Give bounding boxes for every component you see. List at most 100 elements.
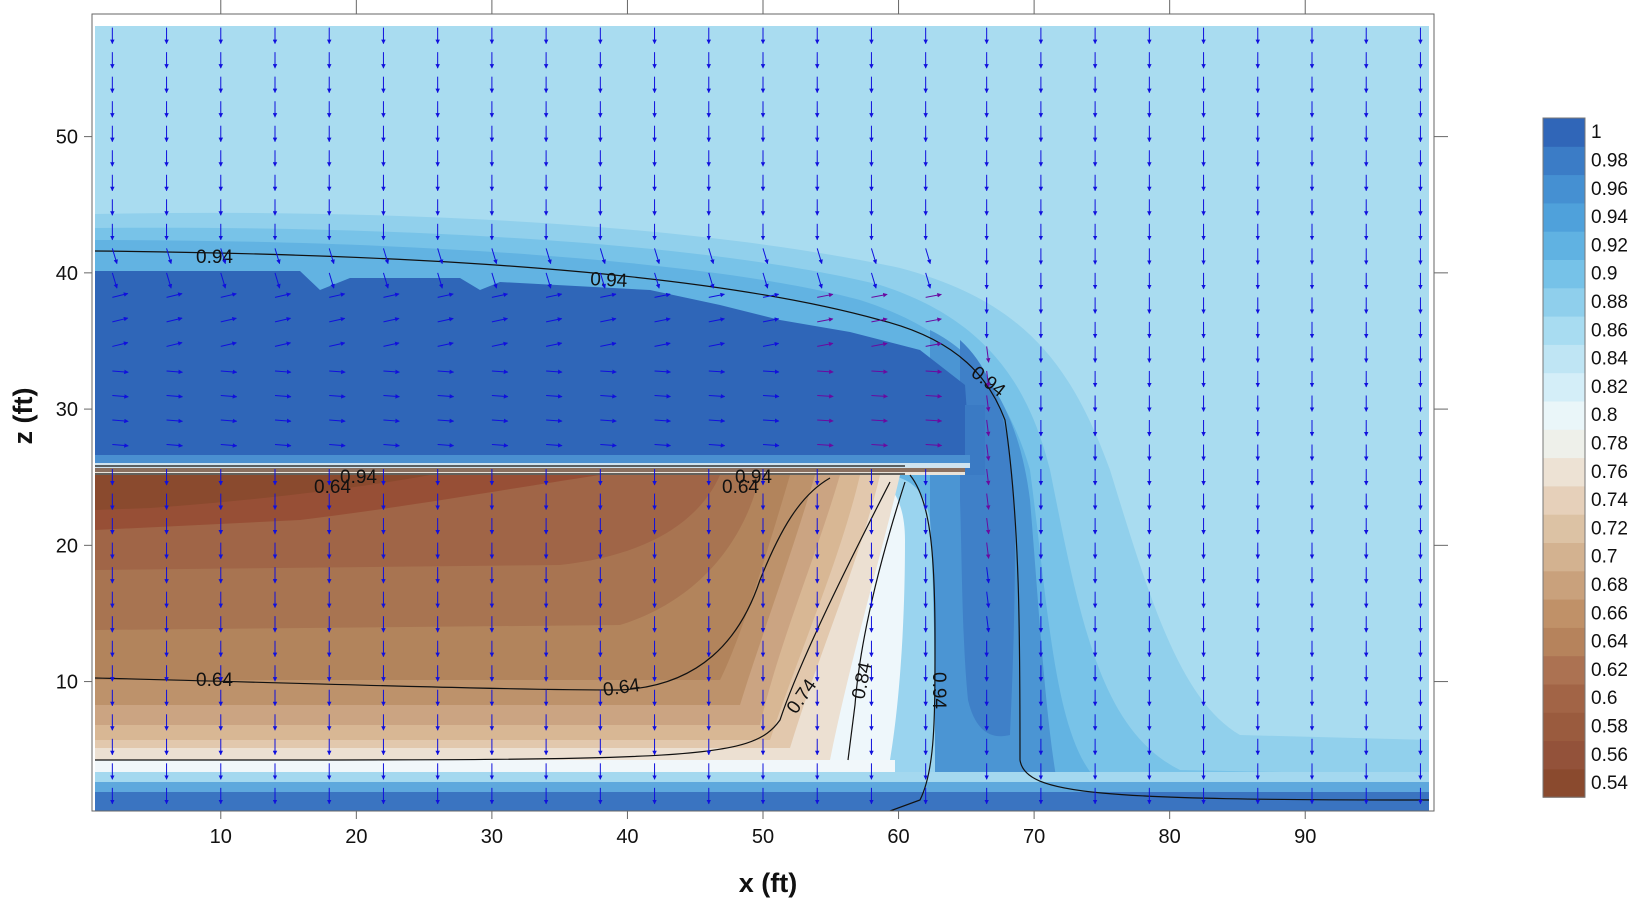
velocity-vector: [762, 443, 780, 448]
velocity-vector: [708, 443, 726, 448]
velocity-vector: [546, 418, 563, 424]
velocity-vector: [274, 272, 281, 289]
velocity-vector: [274, 418, 292, 424]
contour-label: 0.94: [196, 247, 233, 268]
velocity-vector: [383, 341, 400, 347]
velocity-vector: [220, 248, 227, 265]
colorbar-label: 0.6: [1591, 688, 1617, 709]
velocity-vector: [985, 346, 991, 363]
velocity-vector: [708, 341, 725, 347]
bottom-band-2: [95, 772, 1429, 782]
velocity-vector: [762, 394, 780, 399]
velocity-vector: [985, 444, 991, 461]
velocity-vector: [762, 418, 780, 424]
x-tick-label: 70: [1023, 826, 1045, 848]
colorbar-swatch: [1543, 599, 1585, 628]
colorbar-label: 0.82: [1591, 377, 1628, 398]
colorbar-swatch: [1543, 316, 1585, 345]
velocity-vector: [925, 369, 943, 374]
velocity-vector: [985, 370, 991, 388]
contour-label: 0.64: [602, 675, 642, 701]
contour-label: 0.94: [340, 467, 377, 488]
velocity-vector: [871, 341, 888, 347]
velocity-vector: [985, 616, 991, 633]
velocity-vector: [600, 418, 617, 424]
velocity-vector: [274, 248, 281, 265]
velocity-vector: [383, 317, 400, 323]
velocity-vector: [112, 394, 129, 399]
colorbar-label: 0.9: [1591, 264, 1617, 285]
velocity-vector: [274, 394, 292, 399]
velocity-vector: [985, 493, 991, 510]
colorbar-label: 0.66: [1591, 603, 1628, 624]
velocity-vector: [166, 272, 173, 289]
velocity-vector: [817, 341, 834, 347]
colorbar-label: 0.58: [1591, 716, 1628, 737]
velocity-vector: [383, 292, 400, 298]
velocity-vector: [491, 317, 508, 323]
velocity-vector: [654, 394, 671, 399]
velocity-vector: [111, 272, 118, 289]
velocity-vector: [545, 272, 552, 289]
velocity-vector: [382, 248, 390, 265]
x-tick-label: 80: [1159, 826, 1181, 848]
velocity-vector: [437, 418, 455, 424]
velocity-vector: [112, 443, 129, 448]
velocity-vector: [220, 418, 238, 424]
velocity-vector: [762, 272, 769, 289]
velocity-vector: [491, 418, 509, 424]
velocity-vector: [817, 317, 834, 323]
colorbar-swatch: [1543, 202, 1585, 232]
velocity-vector: [817, 443, 834, 448]
colorbar-swatch: [1543, 118, 1585, 147]
velocity-vector: [491, 443, 509, 448]
velocity-vector: [274, 341, 292, 347]
region-jet: [95, 271, 970, 455]
velocity-vector: [871, 443, 888, 448]
velocity-vector: [654, 317, 671, 323]
velocity-vector: [382, 272, 390, 289]
velocity-vector: [166, 394, 183, 399]
velocity-vector: [274, 316, 292, 323]
velocity-vector: [870, 248, 878, 265]
velocity-vector: [220, 443, 238, 448]
velocity-vector: [329, 418, 346, 424]
velocity-vector: [112, 418, 129, 424]
x-tick-label: 60: [887, 826, 909, 848]
velocity-vector: [274, 369, 292, 375]
velocity-vector: [654, 418, 671, 424]
velocity-vector: [166, 341, 183, 347]
velocity-vector: [491, 292, 508, 298]
velocity-vector: [762, 341, 780, 347]
velocity-vector: [925, 272, 932, 289]
velocity-vector: [329, 394, 346, 399]
velocity-vector: [112, 316, 129, 323]
velocity-vector: [328, 272, 335, 289]
velocity-vector: [708, 394, 726, 399]
contour-label: 0.94: [928, 672, 949, 709]
x-tick-label: 40: [616, 826, 638, 848]
colorbar-swatch: [1543, 231, 1585, 260]
y-tick-label: 20: [56, 535, 78, 557]
velocity-vector: [111, 248, 118, 265]
velocity-vector: [871, 369, 888, 374]
velocity-vector: [491, 272, 498, 289]
y-tick-label: 30: [56, 399, 78, 421]
velocity-vector: [762, 248, 769, 265]
velocity-vector: [870, 272, 878, 289]
colorbar-label: 0.96: [1591, 179, 1628, 200]
x-axis-title: x (ft): [739, 868, 797, 898]
velocity-vector: [437, 443, 455, 448]
velocity-vector: [437, 272, 444, 289]
velocity-vector: [437, 317, 454, 323]
velocity-vector: [925, 443, 943, 448]
colorbar-swatch: [1543, 684, 1585, 713]
band-0.56: [95, 475, 430, 510]
colorbar-label: 0.64: [1591, 632, 1628, 653]
colorbar-label: 1: [1591, 122, 1602, 143]
velocity-vector: [166, 248, 173, 265]
velocity-vector: [437, 341, 454, 347]
velocity-vector: [871, 292, 888, 298]
velocity-vector: [383, 394, 400, 399]
velocity-vector: [871, 418, 888, 424]
